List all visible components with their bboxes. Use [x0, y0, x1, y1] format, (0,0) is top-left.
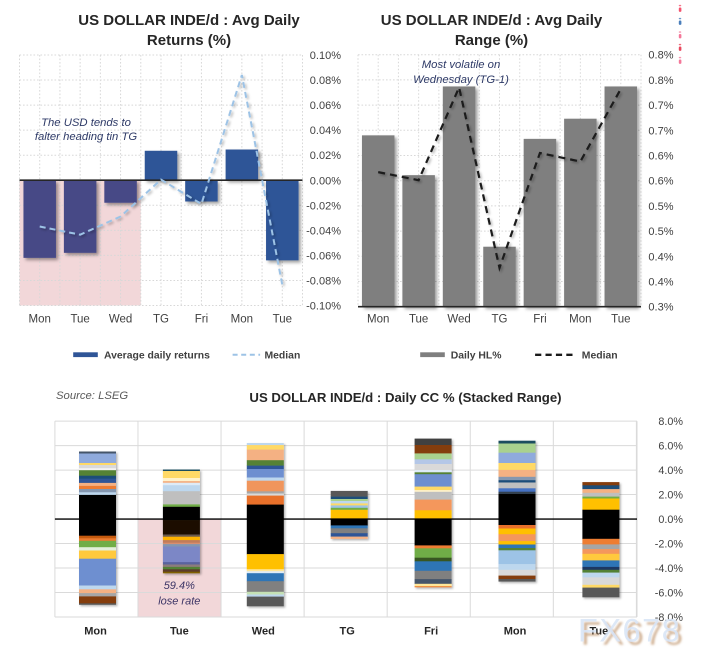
svg-text:Mon: Mon — [231, 314, 253, 326]
svg-text:0.6%: 0.6% — [648, 151, 673, 163]
svg-text:-8.0%: -8.0% — [655, 612, 684, 624]
svg-text:0.5%: 0.5% — [648, 201, 673, 213]
svg-text:TG: TG — [153, 314, 169, 326]
svg-text:0.6%: 0.6% — [648, 176, 673, 188]
svg-text:US DOLLAR INDE/d : Avg Daily: US DOLLAR INDE/d : Avg Daily — [381, 12, 603, 29]
svg-text:The USD tends to: The USD tends to — [41, 117, 131, 129]
svg-text:Tue: Tue — [590, 626, 609, 638]
svg-text:-0.06%: -0.06% — [306, 250, 341, 262]
svg-text:Wed: Wed — [447, 314, 470, 326]
svg-text:Tue: Tue — [611, 314, 630, 326]
svg-text:Most volatile on: Most volatile on — [422, 59, 501, 71]
svg-text:Mon: Mon — [504, 626, 527, 638]
svg-text:falter heading tin TG: falter heading tin TG — [35, 131, 138, 143]
svg-text:Wed: Wed — [109, 314, 132, 326]
svg-text:Wed: Wed — [252, 626, 275, 638]
svg-text:0.3%: 0.3% — [648, 302, 673, 314]
svg-text:TG: TG — [340, 626, 355, 638]
svg-text:0.00%: 0.00% — [310, 175, 341, 187]
svg-text:0.8%: 0.8% — [648, 50, 673, 62]
svg-text:US DOLLAR INDE/d : Avg Daily: US DOLLAR INDE/d : Avg Daily — [78, 12, 300, 29]
svg-text:-0.04%: -0.04% — [306, 225, 341, 237]
svg-text:-0.02%: -0.02% — [306, 200, 341, 212]
svg-text:-0.08%: -0.08% — [306, 275, 341, 287]
svg-text:Median: Median — [265, 351, 301, 362]
svg-text:0.04%: 0.04% — [310, 125, 341, 137]
svg-text:Tue: Tue — [70, 314, 89, 326]
svg-text:Daily HL%: Daily HL% — [451, 351, 502, 362]
svg-text:0.08%: 0.08% — [310, 75, 341, 87]
svg-text:4.0%: 4.0% — [658, 465, 683, 477]
svg-text:Range (%): Range (%) — [455, 32, 528, 49]
svg-text:-4.0%: -4.0% — [655, 563, 684, 575]
svg-text:Fri: Fri — [533, 314, 546, 326]
svg-text:lose rate: lose rate — [158, 596, 200, 608]
svg-text:0.7%: 0.7% — [648, 125, 673, 137]
svg-text:-6.0%: -6.0% — [655, 587, 684, 599]
svg-text:0.8%: 0.8% — [648, 75, 673, 87]
svg-text:Average daily returns: Average daily returns — [104, 351, 210, 362]
svg-text:59.4%: 59.4% — [164, 580, 195, 592]
svg-text:Tue: Tue — [170, 626, 189, 638]
svg-text:US DOLLAR INDE/d : Daily CC %: US DOLLAR INDE/d : Daily CC % (Stacked R… — [249, 390, 561, 405]
svg-text:0.5%: 0.5% — [648, 226, 673, 238]
svg-text:0.4%: 0.4% — [648, 277, 673, 289]
svg-text:Source: LSEG: Source: LSEG — [56, 390, 128, 402]
svg-text:Mon: Mon — [29, 314, 51, 326]
svg-text:0.02%: 0.02% — [310, 150, 341, 162]
svg-text:Median: Median — [582, 351, 618, 362]
svg-text:0.0%: 0.0% — [658, 514, 683, 526]
svg-text:Returns (%): Returns (%) — [147, 32, 231, 49]
svg-text:0.4%: 0.4% — [648, 251, 673, 263]
svg-text:6.0%: 6.0% — [658, 440, 683, 452]
svg-text:FX678: FX678 — [578, 613, 681, 649]
svg-text:8.0%: 8.0% — [658, 416, 683, 428]
svg-text:Mon: Mon — [84, 626, 107, 638]
svg-text:-0.10%: -0.10% — [306, 301, 341, 313]
svg-text:0.7%: 0.7% — [648, 100, 673, 112]
svg-text:0.06%: 0.06% — [310, 100, 341, 112]
svg-text:0.10%: 0.10% — [310, 50, 341, 62]
svg-text:Mon: Mon — [367, 314, 389, 326]
svg-text:TG: TG — [492, 314, 508, 326]
svg-text:Fri: Fri — [195, 314, 208, 326]
svg-text:Fri: Fri — [424, 626, 438, 638]
svg-text:Tue: Tue — [273, 314, 292, 326]
svg-text:Wednesday (TG-1): Wednesday (TG-1) — [413, 74, 509, 86]
svg-text:2.0%: 2.0% — [658, 489, 683, 501]
svg-text:Tue: Tue — [409, 314, 428, 326]
svg-text:Mon: Mon — [569, 314, 591, 326]
svg-text:-2.0%: -2.0% — [655, 538, 684, 550]
